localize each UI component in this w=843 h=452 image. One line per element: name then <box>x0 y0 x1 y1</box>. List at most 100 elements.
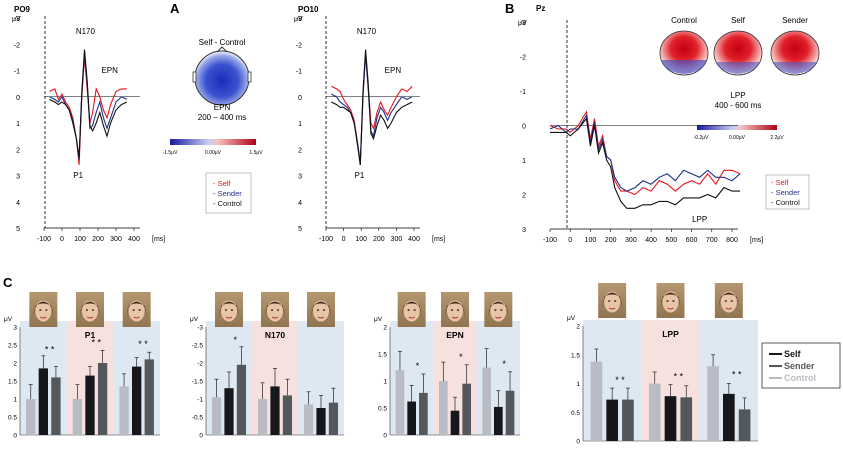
face-eye-left <box>85 309 89 311</box>
face-eye-right <box>91 309 95 311</box>
scalp-map-b-title-self: Self <box>731 16 746 25</box>
annotation-p1: P1 <box>355 171 365 180</box>
y-tick-label: -2 <box>296 42 302 49</box>
y-tick-label: -2.5 <box>192 343 204 350</box>
panel-letter-c: C <box>3 275 13 290</box>
legend-a-sender: - Sender <box>213 189 242 198</box>
bar-control <box>590 361 603 441</box>
face-skin <box>490 300 507 322</box>
nose-a <box>216 46 228 53</box>
y-tick-label: 0.5 <box>8 415 17 422</box>
face-thumbnail <box>714 283 743 318</box>
significance-stars: * <box>502 359 506 369</box>
face-thumbnail <box>261 292 289 327</box>
bar-sender <box>144 359 154 435</box>
y-axis-label: μV <box>12 16 21 23</box>
y-tick-label: 0 <box>522 124 526 131</box>
bar-control <box>211 397 222 435</box>
bar-sender <box>97 363 108 435</box>
scale-b-min: -0.2μV <box>694 135 709 141</box>
bar-control <box>72 399 83 435</box>
scalp-map-a-window: 200 – 400 ms <box>198 113 246 122</box>
legend-a-control: - Control <box>213 199 242 208</box>
scalp-map-b-component: LPP <box>730 91 745 100</box>
face-mouth <box>86 316 94 319</box>
bar-sender <box>622 399 634 441</box>
y-tick-label: 1.5 <box>8 379 17 386</box>
y-axis-label: μV <box>294 16 303 23</box>
y-axis-label: μV <box>518 20 527 27</box>
bar-self <box>664 396 677 441</box>
panel-letter-a: A <box>170 1 180 16</box>
x-tick-label: -100 <box>37 236 51 243</box>
bar-self <box>224 388 234 435</box>
face-eye-right <box>456 309 460 311</box>
y-tick-label: -1.5 <box>192 379 204 386</box>
significance-stars: * <box>459 352 463 362</box>
erp-chart-po10: PO10 μV-3 -2 -1 0 1 2 3 4 5 -100 0 100 200 300 400 [ms] N… <box>294 5 445 243</box>
y-axis-label: μV <box>567 315 576 322</box>
x-tick-label: 300 <box>110 236 122 243</box>
y-tick-label: 0.5 <box>571 410 580 417</box>
x-tick-label: 200 <box>92 236 104 243</box>
bar-control <box>648 383 661 441</box>
erp-chart-pz: Pz μV-3 -2 -1 0 1 2 3 -100 0 100 200 300 400 500 600 700… <box>518 4 763 244</box>
annotation-p1: P1 <box>73 171 83 180</box>
head-map-b-sender <box>770 30 820 76</box>
bar-sender <box>462 383 472 435</box>
y-tick-label: 2.5 <box>8 343 17 350</box>
x-tick-label: 400 <box>645 237 657 244</box>
y-tick-label: 1 <box>383 379 387 386</box>
bar-self <box>38 368 48 435</box>
face-eye-left <box>132 309 135 311</box>
bar-self <box>316 408 326 435</box>
significance-stars: * * <box>674 372 684 382</box>
bar-control <box>707 366 719 441</box>
series-line-sender <box>549 113 741 192</box>
x-tick-label: 300 <box>625 237 637 244</box>
y-tick-label: -0.5 <box>192 415 204 422</box>
y-tick-label: 3 <box>522 227 526 234</box>
face-eye-left <box>407 309 410 311</box>
legend-a: - Self - Sender - Control <box>205 172 252 214</box>
face-thumbnail <box>29 292 58 327</box>
face-skin <box>720 291 737 313</box>
face-eye-left <box>39 309 42 311</box>
bar-self <box>270 386 280 435</box>
x-tick-label: 700 <box>706 237 718 244</box>
y-tick-label: -3 <box>296 16 302 23</box>
face-skin <box>604 291 621 313</box>
legend-a-self: - Self <box>213 179 231 188</box>
x-tick-label: 600 <box>686 237 698 244</box>
x-tick-label: 200 <box>605 237 617 244</box>
bar-control <box>257 399 268 435</box>
y-tick-label: -3 <box>520 20 526 27</box>
scalp-map-a: Self - Control EPN 200 – 400 ms -1.5μV 0… <box>163 38 264 156</box>
bar-sender <box>419 392 428 435</box>
face-thumbnail <box>307 292 335 327</box>
legend-b-control: - Control <box>771 198 800 207</box>
face-eye-left <box>494 309 497 311</box>
bar-sender <box>282 395 293 435</box>
y-tick-label: -2 <box>14 42 20 49</box>
x-tick-label: 100 <box>74 236 86 243</box>
x-tick-label: 0 <box>342 236 346 243</box>
y-tick-label: 4 <box>298 200 302 207</box>
significance-stars: * * <box>92 337 102 347</box>
bar-control <box>438 381 448 435</box>
x-tick-label: 200 <box>373 236 385 243</box>
bar-sender <box>738 409 751 441</box>
y-tick-label: 1 <box>522 158 526 165</box>
series-line-control <box>550 117 741 209</box>
y-tick-label: 2 <box>298 147 302 154</box>
bar-self <box>606 399 618 441</box>
significance-stars: * * <box>138 339 148 349</box>
series-line-control <box>331 49 413 166</box>
face-mouth <box>667 307 674 310</box>
y-tick-label: 3 <box>298 174 302 181</box>
component-label: P1 <box>85 330 96 340</box>
x-tick-label: -100 <box>319 236 333 243</box>
face-eye-left <box>224 309 228 311</box>
face-mouth <box>608 307 616 310</box>
